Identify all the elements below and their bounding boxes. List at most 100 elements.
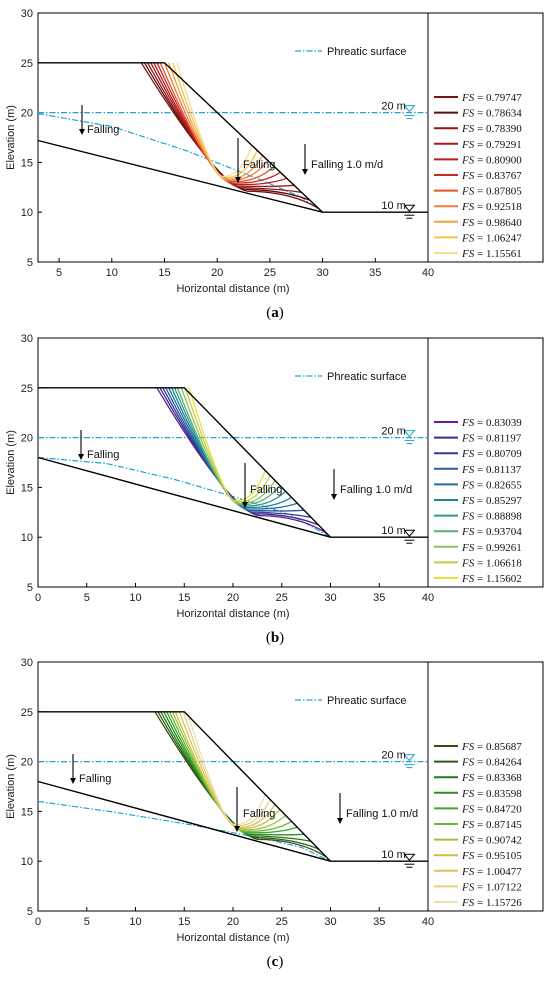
legend-entry-label: FS = 0.84264	[461, 757, 522, 769]
falling-label-left: Falling	[87, 449, 119, 461]
x-tick-label: 40	[422, 592, 434, 604]
legend-entry-label: FS = 1.07122	[461, 881, 522, 893]
x-tick-label: 5	[56, 267, 62, 279]
slope-profile	[38, 62, 428, 213]
falling-label-mid: Falling	[243, 808, 275, 820]
legend-entry-label: FS = 1.15726	[461, 897, 522, 909]
water-level-20-label: 20 m	[381, 101, 405, 113]
x-tick-label: 0	[35, 592, 41, 604]
legend-entry-label: FS = 0.87805	[461, 186, 522, 198]
legend-entry-label: FS = 1.06247	[461, 232, 522, 244]
y-axis-label: Elevation (m)	[5, 430, 17, 495]
slip-surface-line	[182, 711, 271, 827]
x-tick-label: 25	[264, 267, 276, 279]
x-tick-label: 15	[178, 916, 190, 928]
slip-surface-line	[168, 62, 264, 180]
x-tick-label: 25	[276, 592, 288, 604]
x-tick-label: 30	[324, 916, 336, 928]
falling-label-right: Falling 1.0 m/d	[346, 808, 418, 820]
x-tick-label: 25	[276, 916, 288, 928]
legend-entry-label: FS = 0.85687	[461, 741, 522, 753]
water-level-10-label: 10 m	[381, 849, 405, 861]
slope-base-line	[37, 139, 323, 213]
y-axis-label: Elevation (m)	[5, 105, 17, 170]
x-tick-label: 5	[84, 916, 90, 928]
water-level-10-icon	[403, 529, 416, 537]
phreatic-falling-line	[37, 800, 331, 862]
y-tick-label: 10	[21, 207, 33, 219]
x-tick-label: 10	[129, 592, 141, 604]
water-level-20-label: 20 m	[381, 426, 405, 438]
y-tick-label: 25	[21, 383, 33, 395]
falling-arrow-mid-head-icon	[242, 502, 248, 508]
phreatic-legend-label: Phreatic surface	[327, 46, 406, 58]
falling-label-mid: Falling	[243, 159, 275, 171]
y-tick-label: 25	[21, 58, 33, 70]
legend-entry-label: FS = 0.99261	[461, 542, 522, 554]
falling-label-mid: Falling	[250, 484, 282, 496]
y-tick-label: 20	[21, 108, 33, 120]
y-axis-label: Elevation (m)	[5, 754, 17, 819]
x-tick-label: 30	[324, 592, 336, 604]
legend-box	[427, 661, 544, 912]
x-axis-label: Horizontal distance (m)	[176, 283, 289, 295]
x-axis-label: Horizontal distance (m)	[176, 608, 289, 620]
falling-arrow-right-head-icon	[331, 494, 337, 500]
x-tick-label: 10	[106, 267, 118, 279]
falling-arrow-mid-head-icon	[234, 826, 240, 832]
legend-entry-label: FS = 1.00477	[461, 866, 522, 878]
x-axis-label: Horizontal distance (m)	[176, 932, 289, 944]
slip-surface-line	[176, 62, 253, 177]
legend-entry-label: FS = 0.78634	[461, 108, 522, 120]
falling-label-left: Falling	[87, 124, 119, 136]
falling-arrow-mid-head-icon	[235, 177, 241, 183]
falling-arrow-left-head-icon	[70, 778, 76, 784]
legend-entry-label: FS = 0.92518	[461, 201, 522, 213]
phreatic-falling-line	[37, 113, 323, 213]
water-level-10-icon	[403, 853, 416, 861]
legend-entry-label: FS = 0.79747	[461, 92, 522, 104]
legend-entry-label: FS = 0.83598	[461, 788, 522, 800]
legend-entry-label: FS = 0.81137	[461, 464, 522, 476]
y-tick-label: 30	[21, 657, 33, 669]
slope-base-line	[37, 780, 331, 862]
water-level-20-icon	[403, 754, 416, 762]
y-tick-label: 30	[21, 333, 33, 345]
legend-entry-label: FS = 0.82655	[461, 479, 522, 491]
legend-entry-label: FS = 0.78390	[461, 123, 522, 135]
water-level-10-label: 10 m	[381, 525, 405, 537]
legend-entry-label: FS = 0.95105	[461, 850, 522, 862]
slip-surface-line	[154, 711, 327, 858]
slope-profile	[38, 711, 428, 862]
panel-caption: (b)	[266, 630, 284, 646]
water-level-20-icon	[403, 105, 416, 113]
legend-entry-label: FS = 0.98640	[461, 217, 522, 229]
legend-entry-label: FS = 0.80900	[461, 154, 522, 166]
legend-entry-label: FS = 1.15602	[461, 573, 522, 585]
slip-surface-line	[156, 387, 327, 534]
slope-profile	[38, 387, 428, 538]
x-tick-label: 15	[178, 592, 190, 604]
y-tick-label: 10	[21, 532, 33, 544]
legend-entry-label: FS = 0.90742	[461, 835, 522, 847]
slip-surface-line	[186, 711, 266, 826]
legend-entry-label: FS = 0.83039	[461, 417, 522, 429]
y-tick-label: 20	[21, 433, 33, 445]
chart-panel-a: 5 10 15 20 25 30 35 40 5 10 15 20 25 30 Horizontal dis…	[5, 8, 544, 321]
x-tick-label: 0	[35, 916, 41, 928]
slip-surface-line	[188, 387, 266, 502]
y-tick-label: 5	[27, 257, 33, 269]
legend-entry-label: FS = 0.79291	[461, 139, 522, 151]
x-tick-label: 20	[227, 592, 239, 604]
panel-caption: (c)	[267, 954, 284, 970]
x-tick-label: 20	[227, 916, 239, 928]
falling-arrow-left-head-icon	[78, 454, 84, 460]
falling-label-left: Falling	[79, 773, 111, 785]
phreatic-legend-label: Phreatic surface	[327, 371, 406, 383]
x-tick-label: 35	[369, 267, 381, 279]
y-tick-label: 15	[21, 482, 33, 494]
legend-entry-label: FS = 0.84720	[461, 803, 522, 815]
legend-entry-label: FS = 0.80709	[461, 448, 522, 460]
legend-entry-label: FS = 0.93704	[461, 526, 522, 538]
